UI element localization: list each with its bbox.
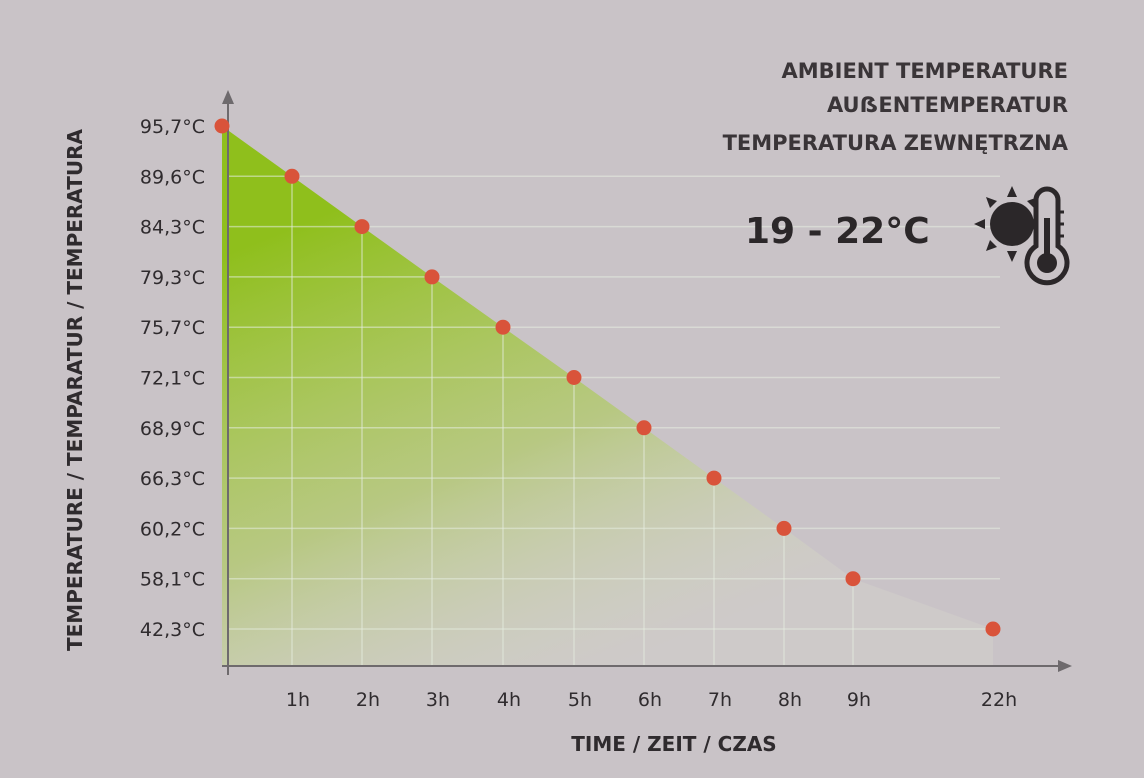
- x-tick-label: 8h: [778, 689, 802, 711]
- x-tick-label: 22h: [981, 689, 1017, 711]
- x-tick-label: 6h: [638, 689, 662, 711]
- x-axis-title: TIME / ZEIT / CZAS: [571, 732, 776, 756]
- y-axis-arrow: [222, 90, 234, 104]
- y-tick-label: 75,7°C: [140, 317, 205, 339]
- x-tick-label: 5h: [568, 689, 592, 711]
- x-tick-labels: 1h 2h 3h 4h 5h 6h 7h 8h 9h 22h: [286, 689, 1017, 711]
- y-tick-label: 72,1°C: [140, 368, 205, 390]
- y-tick-label: 68,9°C: [140, 418, 205, 440]
- ambient-range: 19 - 22°C: [745, 211, 930, 252]
- x-tick-label: 7h: [708, 689, 732, 711]
- ambient-line-3: TEMPERATURA ZEWNĘTRZNA: [723, 131, 1069, 155]
- x-tick-label: 1h: [286, 689, 310, 711]
- data-point: [985, 621, 1001, 637]
- y-tick-labels: 95,7°C 89,6°C 84,3°C 79,3°C 75,7°C 72,1°C 68,9…: [140, 116, 205, 641]
- y-tick-label: 84,3°C: [140, 217, 205, 239]
- data-point: [566, 370, 582, 385]
- data-point: [424, 269, 440, 285]
- data-point: [495, 319, 511, 335]
- y-tick-label: 95,7°C: [140, 116, 205, 138]
- data-point: [354, 219, 370, 235]
- x-tick-label: 2h: [356, 689, 380, 711]
- ambient-line-1: AMBIENT TEMPERATURE: [781, 59, 1068, 83]
- sun-thermometer-icon: [974, 186, 1070, 286]
- y-axis-title: TEMPERATURE / TEMPARATUR / TEMPERATURA: [63, 128, 87, 651]
- y-tick-label: 60,2°C: [140, 518, 205, 540]
- x-axis-arrow: [1058, 660, 1072, 672]
- y-tick-label: 58,1°C: [140, 569, 205, 591]
- y-tick-label: 89,6°C: [140, 166, 205, 188]
- ambient-line-2: AUẞENTEMPERATUR: [827, 93, 1068, 117]
- grid-lines: [228, 175, 1000, 666]
- y-tick-label: 79,3°C: [140, 267, 205, 289]
- data-point: [706, 470, 722, 486]
- x-tick-label: 4h: [497, 689, 521, 711]
- y-tick-label: 66,3°C: [140, 468, 205, 490]
- y-tick-label: 42,3°C: [140, 619, 205, 641]
- x-tick-label: 3h: [426, 689, 450, 711]
- data-point: [636, 420, 652, 436]
- area-fill: [222, 126, 993, 666]
- x-tick-label: 9h: [847, 689, 871, 711]
- data-point: [214, 118, 230, 134]
- data-markers: [214, 118, 1001, 637]
- data-point: [776, 520, 792, 536]
- data-point: [845, 571, 861, 587]
- data-point: [284, 168, 300, 184]
